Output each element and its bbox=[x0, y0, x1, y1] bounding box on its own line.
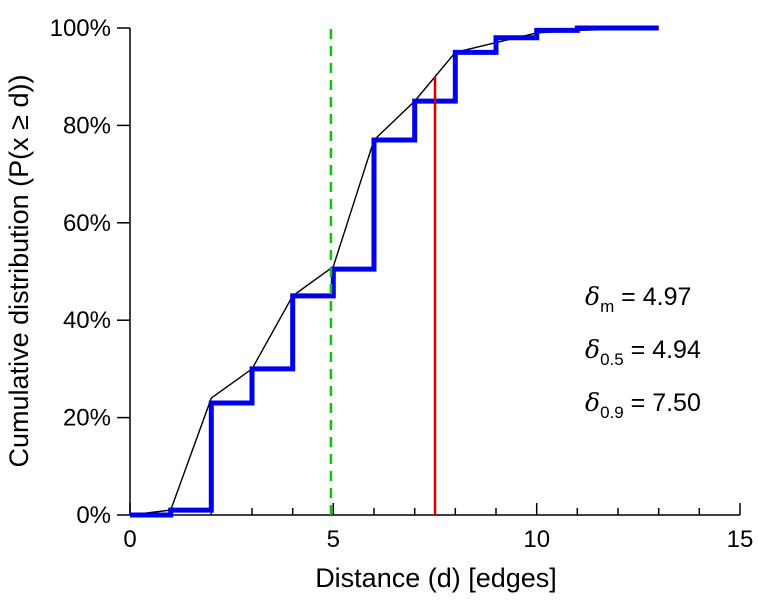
x-tick-label: 10 bbox=[523, 526, 550, 553]
empirical-cdf-steps bbox=[130, 25, 659, 518]
y-tick-label: 20% bbox=[63, 405, 111, 432]
y-tick-label: 60% bbox=[63, 210, 111, 237]
y-tick-label: 40% bbox=[63, 307, 111, 334]
x-axis-label: Distance (d) [edges] bbox=[315, 563, 557, 593]
x-tick-label: 15 bbox=[727, 526, 754, 553]
annotation-delta-0-5: δ0.5 = 4.94 bbox=[585, 335, 701, 369]
y-tick-label: 80% bbox=[63, 112, 111, 139]
y-tick-label: 0% bbox=[76, 502, 111, 529]
x-tick-label: 0 bbox=[123, 526, 136, 553]
y-axis-label: Cumulative distribution (P(x ≥ d)) bbox=[4, 75, 34, 468]
plot-layer: 0 5 10 15 0% 20% 40% 60% 80% 100% δm = 4.97 δ0.5 = … bbox=[50, 15, 754, 553]
annotation-delta-m: δm = 4.97 bbox=[585, 282, 691, 316]
annotation-delta-0-9: δ0.9 = 7.50 bbox=[585, 388, 701, 422]
y-tick-label: 100% bbox=[50, 15, 111, 42]
x-tick-label: 5 bbox=[327, 526, 340, 553]
